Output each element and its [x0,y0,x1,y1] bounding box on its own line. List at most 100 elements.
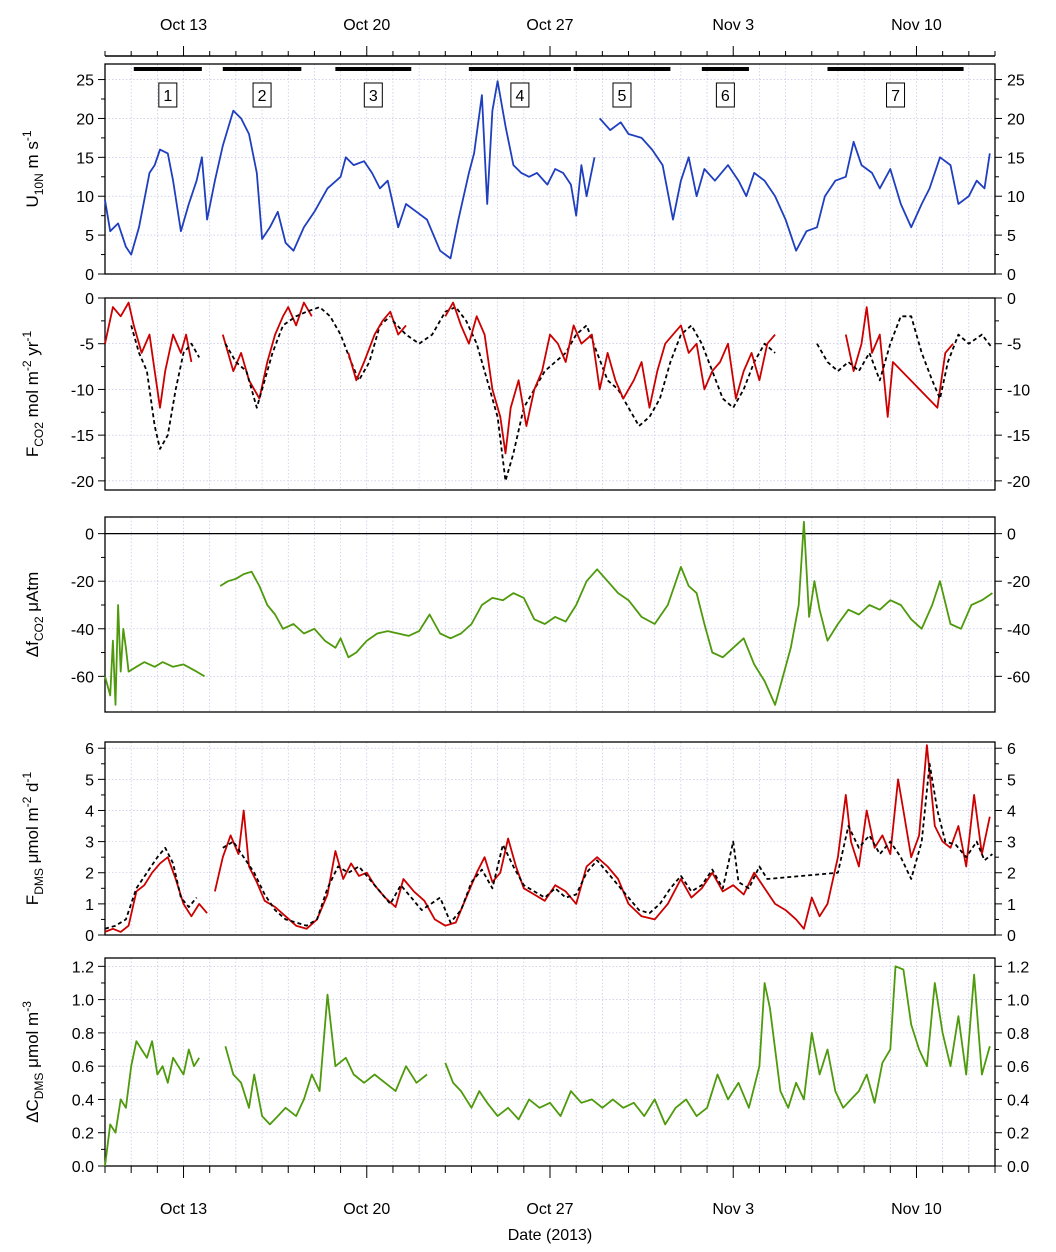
y-tick-label-right: 25 [1007,73,1025,90]
panel-1: 0 0 5 5 10 10 15 15 20 20 25 25 U10N m s-1 1 2 3 4 5 6 7 [20,63,1025,284]
y-tick-label-right: -15 [1007,428,1030,445]
y-tick-label-right: 0 [1007,291,1016,308]
bottom-date-label: Nov 10 [891,1201,942,1218]
y-tick-label-left: 2 [85,866,94,883]
panel-frame [104,957,996,1167]
data-series-line [816,315,994,400]
data-series-line [599,117,991,252]
data-series-line [104,604,205,706]
y-tick-label-left: 0 [85,267,94,284]
top-date-label: Nov 10 [891,17,942,34]
y-tick-label-left: 0.6 [72,1059,94,1076]
event-label-box [510,82,530,108]
y-axis-label: FDMS μmol m-2 d-1 [20,771,46,905]
y-tick-label-left: 20 [76,111,94,128]
y-label-ylabel-main: F [23,447,42,457]
data-series-line [222,762,993,927]
y-tick-label-right: 1 [1007,897,1016,914]
event-label-box [886,82,906,108]
y-label-ylabel-sup: -3 [20,1001,34,1012]
y-label-ylabel-rest: mol m [23,371,42,422]
y-tick-label-right: 0.6 [1007,1059,1029,1076]
y-axis-label: ΔCDMS μmol m-3 [20,1001,46,1123]
y-tick-label-left: 5 [85,772,94,789]
y-tick-label-right: 1.2 [1007,959,1029,976]
panel-4: 0 0 1 1 2 2 3 3 4 4 5 5 6 6 FDMS μmol m-2 d-1 [20,741,1016,945]
bottom-date-label: Nov 3 [712,1201,754,1218]
y-tick-label-left: 3 [85,835,94,852]
y-label-ylabel-main: Δf [23,641,42,657]
y-label-ylabel-sup2: -1 [20,771,34,782]
y-tick-label-left: 25 [76,73,94,90]
y-label-ylabel-sub: DMS [32,1073,46,1100]
data-series-line [104,846,198,930]
bottom-date-label: Oct 27 [526,1201,573,1218]
y-label-ylabel-rest: μAtm [23,572,42,617]
y-tick-label-left: 1.2 [72,959,94,976]
y-tick-label-right: 6 [1007,741,1016,758]
y-tick-label-left: 0.4 [72,1092,94,1109]
top-date-label: Oct 27 [526,17,573,34]
y-tick-label-left: -20 [71,574,94,591]
y-label-ylabel-rest2: d [23,782,42,796]
y-tick-label-left: 0.8 [72,1026,94,1043]
y-label-ylabel-sup: -2 [20,796,34,807]
y-tick-label-right: -60 [1007,669,1030,686]
y-tick-label-right: 15 [1007,150,1025,167]
data-series-line [219,520,993,706]
y-tick-label-left: -40 [71,622,94,639]
top-date-label: Oct 13 [160,17,207,34]
event-label-box [715,82,735,108]
data-series-line [104,1040,200,1167]
y-tick-label-right: 1.0 [1007,993,1029,1010]
y-tick-label-right: 0 [1007,928,1016,945]
y-tick-label-left: 0 [85,291,94,308]
event-label-box [363,82,383,108]
y-axis-label: FCO2 mol m-2 yr-1 [20,331,46,458]
y-tick-label-left: 4 [85,803,94,820]
event-label-box [612,82,632,108]
y-tick-label-right: -10 [1007,382,1030,399]
data-series-line [221,301,313,400]
y-tick-label-right: 2 [1007,866,1016,883]
panel-frame [104,63,996,275]
y-tick-label-left: 0 [85,928,94,945]
y-tick-label-left: 10 [76,189,94,206]
y-label-ylabel-main: ΔC [23,1099,42,1123]
y-tick-label-left: -10 [71,382,94,399]
y-label-ylabel-sub: CO2 [32,616,46,641]
data-series-line [444,965,991,1126]
top-date-label: Nov 3 [712,17,754,34]
y-tick-label-right: 0.0 [1007,1159,1029,1176]
y-label-ylabel-sub: 10N [32,173,46,195]
data-series-line [844,306,954,418]
y-label-ylabel-sup: -2 [20,360,34,371]
data-series-line [392,306,776,482]
y-tick-label-left: -20 [71,474,94,491]
y-tick-label-right: 0.8 [1007,1026,1029,1043]
y-tick-label-right: 3 [1007,835,1016,852]
event-label: 2 [258,88,267,105]
y-tick-label-left: 0 [85,527,94,544]
data-series-line [224,993,428,1126]
y-tick-label-right: 0 [1007,527,1016,544]
y-tick-label-left: -15 [71,428,94,445]
data-series-line [104,301,193,409]
y-tick-label-left: 6 [85,741,94,758]
y-label-ylabel-sup2: -1 [20,331,34,342]
event-label: 6 [721,88,730,105]
y-tick-label-right: 20 [1007,111,1025,128]
y-tick-label-left: 15 [76,150,94,167]
y-tick-label-right: -40 [1007,622,1030,639]
y-label-ylabel-rest2: yr [23,341,42,360]
event-label: 7 [891,88,900,105]
y-tick-label-right: 4 [1007,803,1016,820]
y-axis-label: U10N m s-1 [20,130,46,207]
y-tick-label-left: -60 [71,669,94,686]
y-tick-label-right: -5 [1007,337,1021,354]
y-tick-label-right: 0 [1007,267,1016,284]
y-label-ylabel-main: F [23,895,42,905]
y-tick-label-left: 0.2 [72,1126,94,1143]
y-label-ylabel-sub: CO2 [32,422,46,447]
